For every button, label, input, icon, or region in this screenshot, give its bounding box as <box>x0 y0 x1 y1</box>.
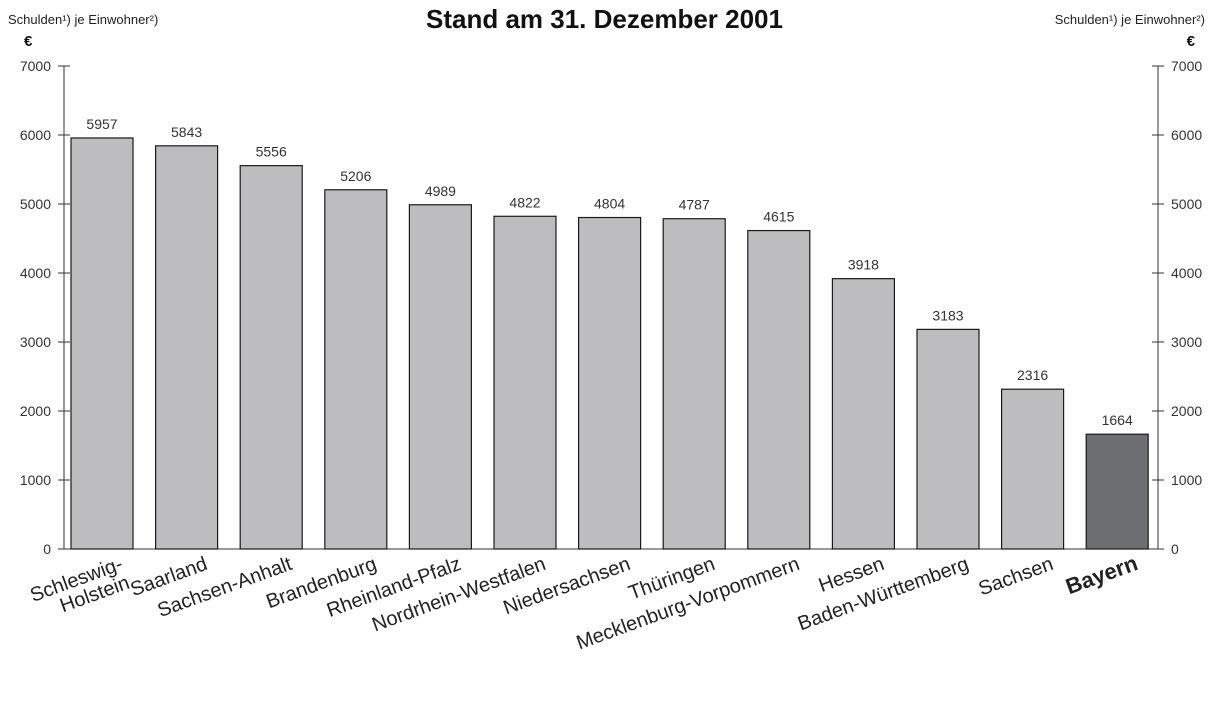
y-tick-label-left: 7000 <box>20 58 51 74</box>
y-tick-label-right: 3000 <box>1171 334 1202 350</box>
y-unit-right: € <box>1186 33 1195 50</box>
bar-value-label: 4822 <box>509 194 540 210</box>
y-tick-label-right: 1000 <box>1171 472 1202 488</box>
bar-value-label: 5206 <box>340 168 371 184</box>
value-labels: 5957 5843 5556 5206 4989 4822 4804 4787 4615 3918… <box>86 116 1133 428</box>
bar-value-label: 2316 <box>1017 367 1048 383</box>
y-tick-label-left: 4000 <box>20 265 51 281</box>
category-label-line: Sachsen <box>976 553 1057 600</box>
y-tick-label-left: 5000 <box>20 196 51 212</box>
category-label: Sachsen <box>976 553 1057 600</box>
y-axis-label-right: Schulden¹) je Einwohner²) <box>1054 12 1205 27</box>
bar <box>239 165 303 550</box>
bar-value-label: 5843 <box>171 124 202 140</box>
bar <box>831 278 896 550</box>
y-tick-label-right: 7000 <box>1171 58 1202 74</box>
y-tick-label-right: 6000 <box>1171 127 1202 143</box>
bar-value-label: 4615 <box>763 209 794 225</box>
y-tick-label-left: 0 <box>43 541 51 557</box>
y-tick-label-left: 3000 <box>20 334 51 350</box>
y-tick-label-right: 2000 <box>1171 403 1202 419</box>
y-tick-label-right: 5000 <box>1171 196 1202 212</box>
bar <box>493 215 557 550</box>
bar-value-label: 1664 <box>1102 412 1133 428</box>
y-unit-left: € <box>24 33 33 50</box>
bar-value-label: 4989 <box>425 183 456 199</box>
bar-value-label: 3183 <box>932 307 963 323</box>
y-tick-label-left: 6000 <box>20 127 51 143</box>
y-tick-label-right: 0 <box>1171 541 1179 557</box>
bar <box>747 229 811 550</box>
y-axis-label-left: Schulden¹) je Einwohner²) <box>8 12 159 27</box>
bar <box>577 216 642 550</box>
bar <box>1000 388 1065 550</box>
category-labels: Schleswig-HolsteinSaarlandSachsen-Anhalt… <box>27 550 1141 654</box>
bars <box>70 137 1149 550</box>
bar-value-label: 4787 <box>679 197 710 213</box>
y-tick-label-left: 2000 <box>20 403 51 419</box>
bar <box>1085 433 1149 550</box>
y-tick-label-left: 1000 <box>20 472 51 488</box>
bar <box>662 218 726 550</box>
bar <box>155 145 219 550</box>
bar <box>70 137 134 550</box>
y-tick-label-right: 4000 <box>1171 265 1202 281</box>
bar-value-label: 5556 <box>256 144 287 160</box>
category-label: Schleswig-Holstein <box>27 553 132 626</box>
bar <box>916 328 980 550</box>
chart-title: Stand am 31. Dezember 2001 <box>426 4 783 34</box>
bar-value-label: 3918 <box>848 257 879 273</box>
bar-value-label: 5957 <box>86 116 117 132</box>
bar <box>324 189 388 550</box>
category-label-line: Bayern <box>1062 550 1141 599</box>
bar <box>408 204 472 550</box>
category-label: Bayern <box>1062 550 1141 599</box>
bar-value-label: 4804 <box>594 196 625 212</box>
